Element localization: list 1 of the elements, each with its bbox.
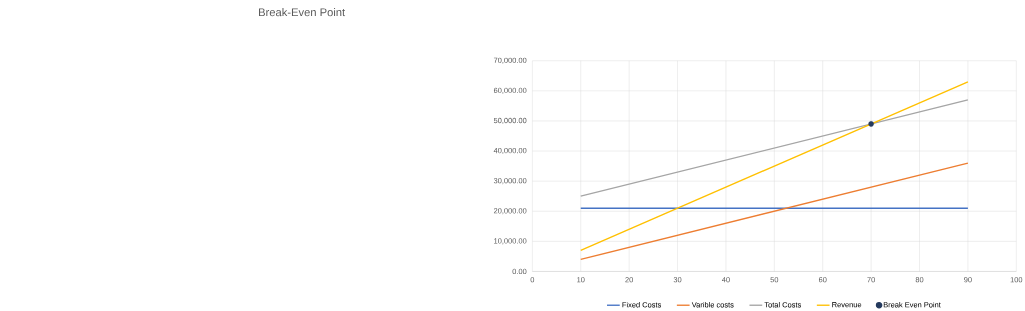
text: Break-Even Point <box>259 7 346 16</box>
